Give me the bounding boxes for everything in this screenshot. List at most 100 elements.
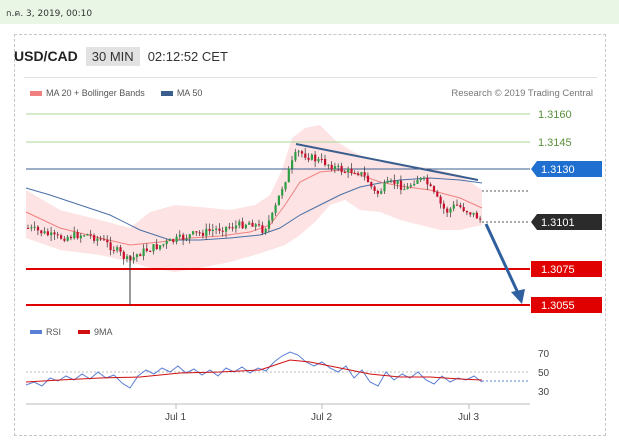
price-label-1075: 1.3075 (531, 261, 602, 277)
candle-body (469, 212, 472, 215)
candle-body (221, 230, 224, 232)
candle-body (69, 236, 73, 239)
legend-item-ma20: MA 20 + Bollinger Bands (30, 88, 145, 98)
candle-body (73, 232, 76, 239)
candle-body (340, 165, 343, 173)
candle-body (353, 172, 356, 174)
candle-body (304, 153, 307, 158)
candle-body (109, 242, 112, 251)
level-3-text: 1.3130 (541, 164, 575, 176)
candle-body (145, 248, 148, 252)
forecast-arrow-line (484, 223, 520, 294)
candle-body (172, 239, 175, 242)
candle-body (251, 222, 254, 227)
candle-body (112, 250, 115, 252)
candle-body (426, 177, 429, 185)
candle-body (314, 154, 317, 162)
credit-label: Research © 2019 Trading Central (451, 88, 593, 99)
candle-body (165, 240, 168, 245)
candle-body (139, 254, 142, 257)
candle-body (300, 151, 304, 154)
candle-body (225, 226, 228, 232)
candle-body (317, 158, 320, 162)
candle-body (126, 256, 129, 260)
candle-body (442, 203, 445, 209)
candle-body (205, 228, 208, 236)
price-label-1160: 1.3160 (538, 109, 572, 121)
candle-body (244, 224, 247, 229)
candle-body (89, 234, 92, 236)
candle-body (396, 180, 399, 184)
rsi-axis-70: 70 (538, 349, 550, 360)
candle-body (63, 238, 66, 241)
candle-body (46, 231, 49, 236)
legend-item-ma50: MA 50 (160, 88, 202, 98)
rsi-legend: RSI 9MA (30, 327, 113, 337)
candle-body (333, 166, 337, 170)
candle-body (324, 158, 327, 166)
candle-body (53, 232, 56, 235)
candle-body (76, 232, 79, 239)
price-label-1055: 1.3055 (531, 297, 602, 313)
level-4-text: 1.3101 (541, 217, 575, 229)
candle-body (96, 238, 99, 241)
candle-body (413, 183, 416, 186)
candle-body (330, 164, 333, 170)
candle-body (383, 182, 386, 192)
candle-body (399, 180, 403, 190)
candle-body (208, 228, 211, 232)
rsi-axis-50: 50 (538, 368, 550, 379)
level-5-text: 1.3075 (541, 264, 575, 276)
candle-body (403, 189, 406, 191)
x-label-jul2: Jul 2 (311, 412, 333, 423)
candle-body (122, 251, 125, 260)
candle-body (343, 172, 346, 174)
candle-body (238, 221, 241, 226)
chart-legend: MA 20 + Bollinger Bands MA 50 (30, 88, 218, 98)
candle-body (409, 185, 412, 187)
candle-body (188, 234, 191, 239)
candle-body (215, 228, 218, 230)
level-2-text: 1.3145 (538, 137, 572, 149)
top-bar-datetime: ก.ค. 3, 2019, 00:10 (6, 9, 93, 19)
candle-body (376, 190, 379, 194)
candle-body (254, 224, 257, 227)
symbol-label: USD/CAD (14, 48, 78, 64)
level-6-text: 1.3055 (541, 300, 575, 312)
candle-body (195, 231, 198, 233)
candle-body (284, 182, 287, 190)
candle-body (106, 239, 109, 243)
candle-body (30, 227, 33, 229)
candle-body (218, 228, 221, 231)
ma9-legend-label: 9MA (94, 327, 113, 337)
candle-body (360, 172, 363, 175)
candle-body (40, 230, 43, 234)
candle-body (234, 225, 238, 229)
candle-body (155, 244, 158, 250)
candle-body (462, 207, 465, 212)
timeframe-badge[interactable]: 30 MIN (85, 46, 140, 66)
candle-body (390, 180, 393, 182)
candle-body (43, 231, 46, 234)
candle-body (373, 186, 376, 191)
candle-body (261, 225, 264, 233)
top-bar: ก.ค. 3, 2019, 00:10 (0, 0, 619, 24)
candle-body (27, 228, 30, 229)
candlesticks (27, 147, 482, 305)
candle-body (393, 180, 396, 184)
ma50-line (25, 177, 483, 241)
candle-body (56, 234, 59, 236)
candle-body (264, 228, 267, 233)
candle-body (159, 245, 162, 250)
candle-body (86, 234, 89, 236)
rsi-axis-30: 30 (538, 387, 550, 398)
header-divider (24, 77, 597, 78)
ma20-swatch (30, 90, 42, 96)
candle-body (350, 168, 353, 173)
candle-body (211, 229, 214, 232)
candle-body (416, 180, 419, 184)
price-label-1130: 1.3130 (531, 161, 602, 177)
candle-body (459, 205, 462, 208)
candle-body (258, 224, 261, 226)
candle-body (380, 191, 383, 194)
